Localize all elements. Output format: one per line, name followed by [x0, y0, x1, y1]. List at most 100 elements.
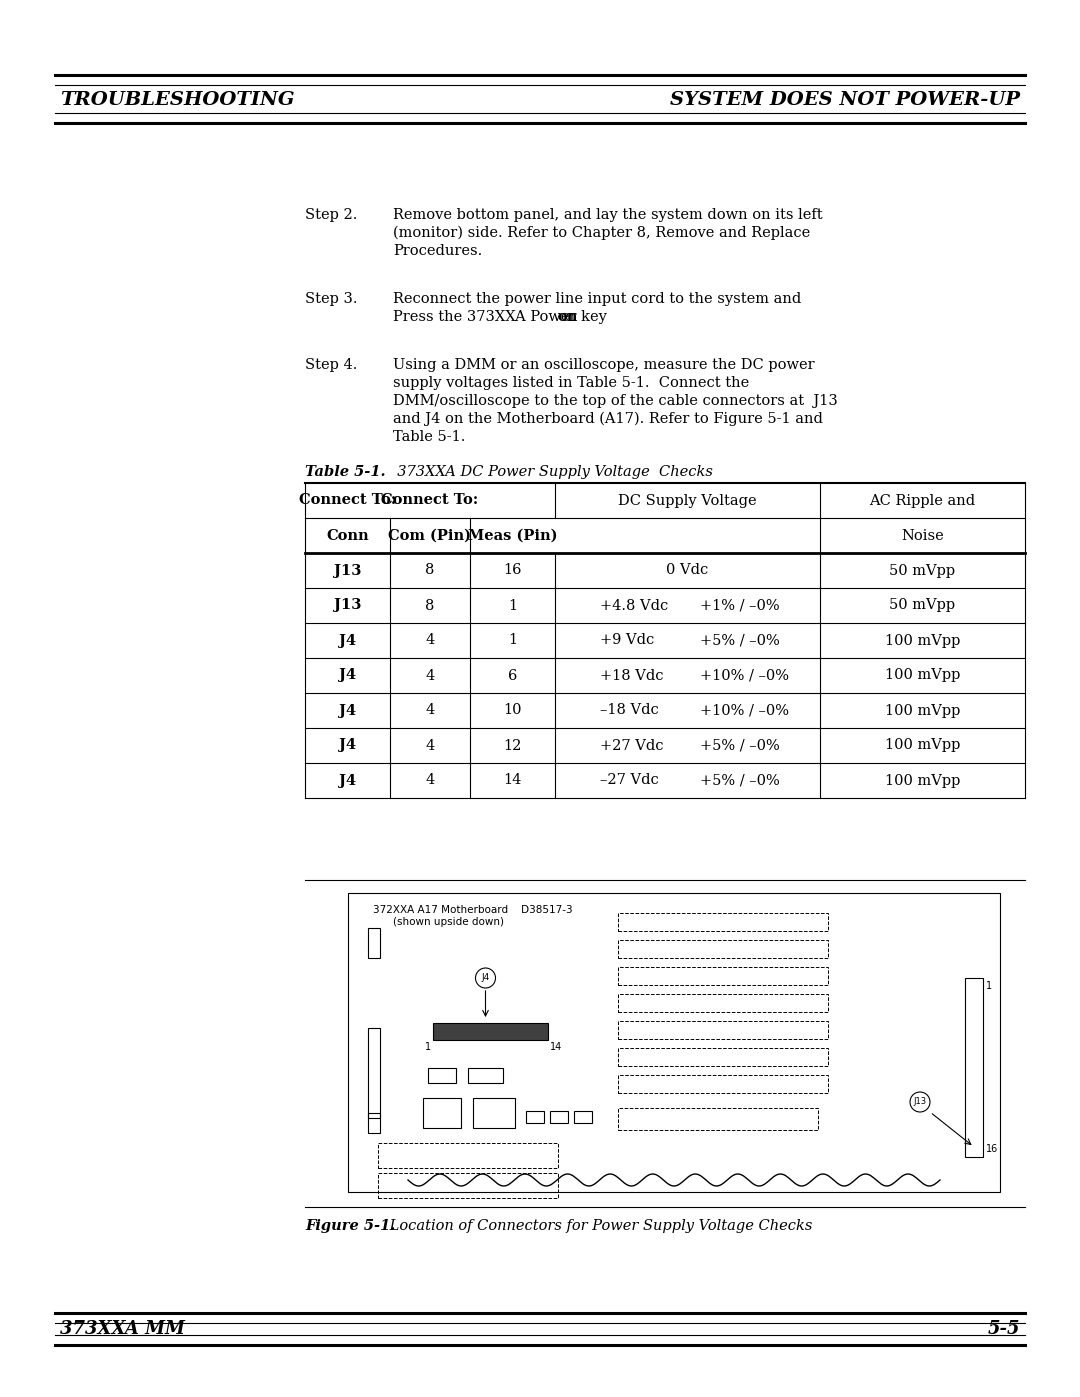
Bar [618, 1076, 828, 1092]
Text: (monitor) side. Refer to Chapter 8, Remove and Replace: (monitor) side. Refer to Chapter 8, Remo… [393, 226, 810, 240]
Bar [368, 1113, 380, 1133]
Bar [348, 893, 1000, 1192]
Text: 4: 4 [426, 739, 434, 753]
Text: 14: 14 [550, 1042, 563, 1052]
Text: 100 mVpp: 100 mVpp [885, 704, 960, 718]
Text: 50 mVpp: 50 mVpp [890, 563, 956, 577]
Bar [966, 978, 983, 1157]
Text: 100 mVpp: 100 mVpp [885, 633, 960, 647]
Text: J4: J4 [482, 974, 489, 982]
Text: Figure 5-1.: Figure 5-1. [305, 1220, 395, 1234]
Text: Noise: Noise [901, 528, 944, 542]
Text: 14: 14 [503, 774, 522, 788]
Text: +1% / –0%: +1% / –0% [700, 598, 780, 612]
Text: Step 2.: Step 2. [305, 208, 357, 222]
Text: J4: J4 [339, 774, 356, 788]
Text: J13: J13 [334, 598, 361, 612]
Text: 16: 16 [986, 1144, 998, 1154]
Text: 4: 4 [426, 704, 434, 718]
Bar [468, 1067, 503, 1083]
Text: 10: 10 [503, 704, 522, 718]
Text: Step 4.: Step 4. [305, 358, 357, 372]
Text: on: on [557, 310, 578, 324]
Text: 12: 12 [503, 739, 522, 753]
Text: .: . [571, 310, 577, 324]
Text: J4: J4 [339, 633, 356, 647]
Text: 100 mVpp: 100 mVpp [885, 739, 960, 753]
Text: 100 mVpp: 100 mVpp [885, 774, 960, 788]
Text: +5% / –0%: +5% / –0% [700, 774, 780, 788]
Text: 8: 8 [426, 598, 434, 612]
Text: 4: 4 [426, 633, 434, 647]
Text: (shown upside down): (shown upside down) [393, 916, 504, 928]
Text: J4: J4 [339, 669, 356, 683]
Text: 5-5: 5-5 [987, 1320, 1020, 1338]
Text: 372XXA A17 Motherboard    D38517-3: 372XXA A17 Motherboard D38517-3 [373, 905, 572, 915]
Text: +5% / –0%: +5% / –0% [700, 739, 780, 753]
Text: DMM/oscilloscope to the top of the cable connectors at  J13: DMM/oscilloscope to the top of the cable… [393, 394, 838, 408]
Text: DC Supply Voltage: DC Supply Voltage [618, 493, 757, 507]
Text: Conn: Conn [326, 528, 368, 542]
Bar [368, 928, 380, 958]
Bar [550, 1111, 568, 1123]
Bar [428, 1067, 456, 1083]
Text: Using a DMM or an oscilloscope, measure the DC power: Using a DMM or an oscilloscope, measure … [393, 358, 814, 372]
Text: 16: 16 [503, 563, 522, 577]
Bar [618, 940, 828, 958]
Text: 4: 4 [426, 774, 434, 788]
Text: AC Ripple and: AC Ripple and [869, 493, 975, 507]
Bar [618, 995, 828, 1011]
Bar [618, 1108, 818, 1130]
Text: TROUBLESHOOTING: TROUBLESHOOTING [60, 91, 295, 109]
Text: J4: J4 [339, 704, 356, 718]
Text: Connect To:: Connect To: [299, 493, 396, 507]
Text: 1: 1 [424, 1042, 431, 1052]
Text: J4: J4 [339, 739, 356, 753]
Text: +9 Vdc: +9 Vdc [600, 633, 654, 647]
Text: 373XXA DC Power Supply Voltage  Checks: 373XXA DC Power Supply Voltage Checks [388, 465, 713, 479]
Bar [526, 1111, 544, 1123]
Bar [618, 1048, 828, 1066]
Text: Location of Connectors for Power Supply Voltage Checks: Location of Connectors for Power Supply … [384, 1220, 812, 1234]
Text: +27 Vdc: +27 Vdc [600, 739, 663, 753]
Bar [378, 1143, 558, 1168]
Text: 1: 1 [986, 981, 993, 990]
Text: Procedures.: Procedures. [393, 244, 483, 258]
Text: 4: 4 [426, 669, 434, 683]
Text: +10% / –0%: +10% / –0% [700, 704, 789, 718]
Text: +10% / –0%: +10% / –0% [700, 669, 789, 683]
Text: and J4 on the Motherboard (A17). Refer to Figure 5-1 and: and J4 on the Motherboard (A17). Refer t… [393, 412, 823, 426]
Text: Step 3.: Step 3. [305, 292, 357, 306]
Text: Connect To:: Connect To: [381, 493, 478, 507]
Text: 50 mVpp: 50 mVpp [890, 598, 956, 612]
Text: J13: J13 [334, 563, 361, 577]
Bar [378, 1173, 558, 1199]
Text: 6: 6 [508, 669, 517, 683]
Bar [618, 914, 828, 930]
Text: Remove bottom panel, and lay the system down on its left: Remove bottom panel, and lay the system … [393, 208, 823, 222]
Bar [573, 1111, 592, 1123]
Text: Com (Pin): Com (Pin) [389, 528, 472, 542]
Text: 1: 1 [508, 633, 517, 647]
Bar [433, 1023, 548, 1039]
Text: 373XXA MM: 373XXA MM [60, 1320, 185, 1338]
Text: Reconnect the power line input cord to the system and: Reconnect the power line input cord to t… [393, 292, 801, 306]
Text: +18 Vdc: +18 Vdc [600, 669, 663, 683]
Text: +4.8 Vdc: +4.8 Vdc [600, 598, 669, 612]
Text: 1: 1 [508, 598, 517, 612]
Bar [618, 1021, 828, 1039]
Bar [473, 1098, 515, 1127]
Bar [423, 1098, 461, 1127]
Text: 0 Vdc: 0 Vdc [666, 563, 708, 577]
Text: Press the 373XXA Power key: Press the 373XXA Power key [393, 310, 611, 324]
Text: Meas (Pin): Meas (Pin) [468, 528, 557, 542]
Text: +5% / –0%: +5% / –0% [700, 633, 780, 647]
Text: 100 mVpp: 100 mVpp [885, 669, 960, 683]
Text: 8: 8 [426, 563, 434, 577]
Bar [368, 1028, 380, 1118]
Text: SYSTEM DOES NOT POWER-UP: SYSTEM DOES NOT POWER-UP [670, 91, 1020, 109]
Text: –27 Vdc: –27 Vdc [600, 774, 659, 788]
Text: Table 5-1.: Table 5-1. [305, 465, 386, 479]
Bar [618, 967, 828, 985]
Text: supply voltages listed in Table 5-1.  Connect the: supply voltages listed in Table 5-1. Con… [393, 376, 750, 390]
